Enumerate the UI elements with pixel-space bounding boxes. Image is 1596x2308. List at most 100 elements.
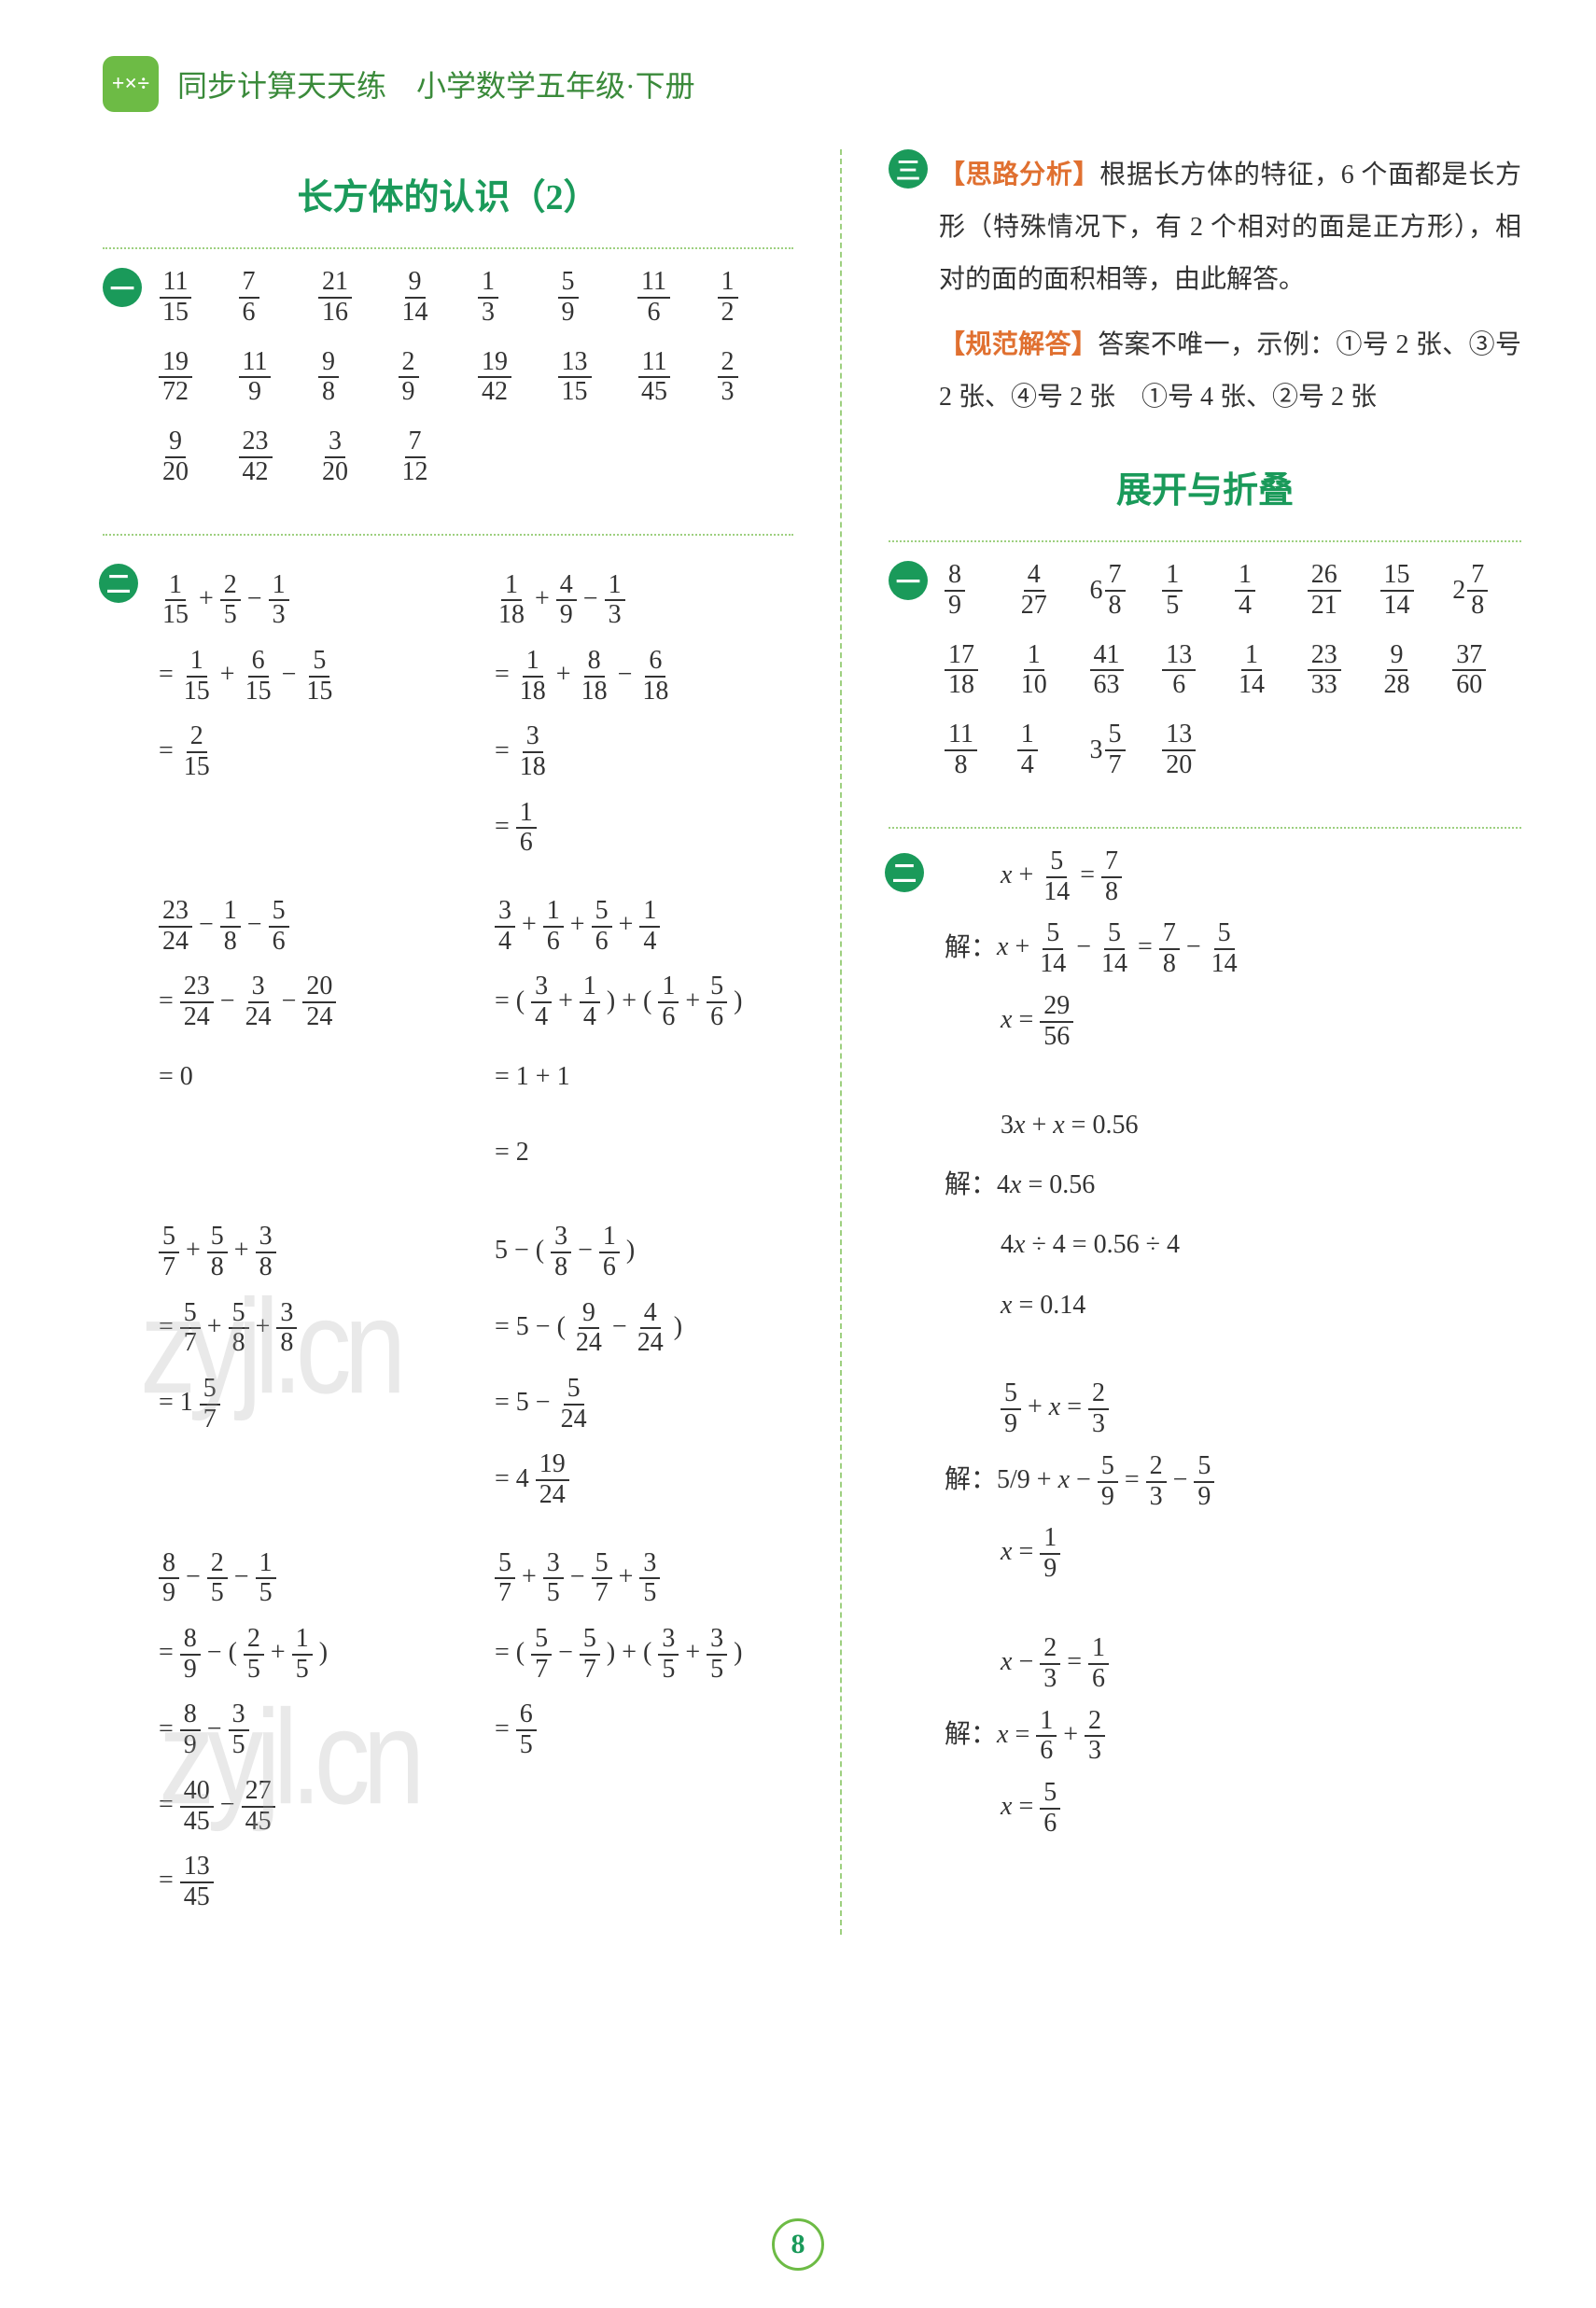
section-title-right: 展开与折叠: [889, 461, 1521, 512]
fraction-cell: 914: [399, 268, 475, 328]
math-block: 89 − 25 − 15 = 89 − ( 25 + 15 ) = 89 − 35 =…: [159, 1532, 457, 1925]
fraction-cell: 1942: [478, 348, 554, 408]
math-line: = 89 − ( 25 + 15 ): [159, 1621, 457, 1684]
math-line: = 4 1924: [495, 1448, 793, 1510]
equations-container: x + 514 = 78 解：x + 514 − 514 = 78 − 514 x …: [889, 847, 1521, 1876]
fraction-cell: 76: [239, 268, 315, 328]
fraction-cell: 2116: [318, 268, 395, 328]
math-line: = 1345: [159, 1849, 457, 1911]
math-line: = 57 + 58 + 38: [159, 1295, 457, 1358]
fraction-cell: 2342: [239, 427, 315, 487]
fraction-cell: 712: [399, 427, 475, 487]
math-line: = ( 34 + 14 ) + ( 16 + 56 ): [495, 970, 793, 1032]
fraction-cell: 1115: [159, 268, 235, 328]
header-title: 同步计算天天练 小学数学五年级·下册: [177, 63, 695, 105]
bullet-two-icon: 二: [885, 853, 924, 892]
equation-line: x = 0.14: [1001, 1282, 1521, 1329]
math-block: 34 + 16 + 56 + 14= ( 34 + 14 ) + ( 16 + …: [495, 880, 793, 1196]
fraction-cell: 98: [318, 348, 395, 408]
fraction-cell: 3760: [1452, 641, 1521, 701]
math-line: 57 + 35 − 57 + 35: [495, 1546, 793, 1608]
fraction-cell: 114: [1235, 641, 1304, 701]
fraction-list-2: 一 89427678151426211514278171811041631361…: [889, 561, 1521, 808]
problems-container: 115 + 25 − 13 = 115 + 615 − 515 = 215 118 +…: [103, 554, 793, 1925]
fraction-cell: 15: [1162, 561, 1231, 621]
problem-section: 二 115 + 25 − 13= 115 + 615 − 515= 215118…: [103, 554, 793, 1925]
fraction-cell: 59: [558, 268, 635, 328]
math-line: 2324 − 18 − 56: [159, 893, 457, 956]
bullet-one-icon: 一: [889, 561, 928, 600]
math-line: 115 + 25 − 13: [159, 567, 457, 630]
fraction-cell: 2333: [1308, 641, 1377, 701]
math-line: = 16: [495, 795, 793, 858]
fraction-cell: 136: [1162, 641, 1231, 701]
fraction-cell: 14: [1235, 561, 1304, 621]
math-line: 89 − 25 − 15: [159, 1546, 457, 1608]
math-line: = 2: [495, 1121, 793, 1183]
fraction-cell: 1972: [159, 348, 235, 408]
fraction-cell: 1145: [637, 348, 714, 408]
fraction-cell: 89: [945, 561, 1014, 621]
math-line: = 215: [159, 720, 457, 782]
problem-row: 89 − 25 − 15 = 89 − ( 25 + 15 ) = 89 − 35 =…: [159, 1532, 793, 1925]
math-line: = 2324 − 324 − 2024: [159, 970, 457, 1032]
divider-line: [889, 540, 1521, 542]
math-block: 57 + 58 + 38= 57 + 58 + 38= 1 57: [159, 1206, 457, 1523]
equation-line: x = 56: [1001, 1779, 1521, 1839]
math-line: = 5 − ( 924 − 424 ): [495, 1295, 793, 1358]
math-line: 118 + 49 − 13: [495, 567, 793, 630]
math-line: = ( 57 − 57 ) + ( 35 + 35 ): [495, 1621, 793, 1684]
math-block: 5 − ( 38 − 16 )= 5 − ( 924 − 424 )= 5 − …: [495, 1206, 793, 1523]
divider-line: [889, 827, 1521, 829]
equation-line: 3x + x = 0.56: [1001, 1102, 1521, 1149]
page-body: 长方体的认识（2） 一 1115762116914135911612197211…: [0, 112, 1596, 1935]
divider-line: [103, 534, 793, 536]
math-line: 5 − ( 38 − 16 ): [495, 1219, 793, 1281]
left-column: 长方体的认识（2） 一 1115762116914135911612197211…: [103, 149, 793, 1935]
equation-line: 解：x = 16 + 23: [1001, 1707, 1521, 1767]
math-line: 57 + 58 + 38: [159, 1219, 457, 1281]
fraction-cell: 1315: [558, 348, 635, 408]
fraction-cell: 116: [637, 268, 714, 328]
bullet-three-icon: 三: [889, 149, 928, 189]
math-line: = 118 + 818 − 618: [495, 643, 793, 706]
problem-row: 57 + 58 + 38= 57 + 58 + 38= 1 575 − ( 38…: [159, 1206, 793, 1523]
fraction-cell: 110: [1017, 641, 1086, 701]
math-line: = 115 + 615 − 515: [159, 643, 457, 706]
fraction-cell: 920: [159, 427, 235, 487]
fraction-cell: 1514: [1380, 561, 1449, 621]
section-title-left: 长方体的认识（2）: [103, 168, 793, 219]
analysis-label: 【思路分析】: [939, 161, 1099, 189]
equation-section: 二 x + 514 = 78解：x + 514 − 514 = 78 − 514…: [889, 847, 1521, 1876]
column-divider: [840, 149, 842, 1935]
fraction-cell: 118: [945, 720, 1014, 780]
fraction-cell: 928: [1380, 641, 1449, 701]
equation-line: 解：5/9 + x − 59 = 23 − 59: [1001, 1452, 1521, 1512]
fraction-cell: 12: [718, 268, 794, 328]
fraction-grid-right: 8942767815142621151427817181104163136114…: [939, 561, 1521, 780]
page-number: 8: [772, 2218, 824, 2271]
math-block: 57 + 35 − 57 + 35 = ( 57 − 57 ) + ( 35 + …: [495, 1532, 793, 1925]
math-block: 2324 − 18 − 56= 2324 − 324 − 2024= 0: [159, 880, 457, 1196]
fraction-cell: 678: [1090, 561, 1159, 621]
equation-line: 4x ÷ 4 = 0.56 ÷ 4: [1001, 1222, 1521, 1268]
equation-line: x + 514 = 78: [1001, 847, 1521, 907]
fraction-cell: 119: [239, 348, 315, 408]
math-line: = 89 − 35: [159, 1698, 457, 1760]
fraction-cell: 4163: [1090, 641, 1159, 701]
math-line: = 65: [495, 1698, 793, 1760]
bullet-one-icon: 一: [103, 268, 142, 307]
math-line: = 4045 − 2745: [159, 1773, 457, 1836]
problem-row: 115 + 25 − 13 = 115 + 615 − 515 = 215 118 +…: [159, 554, 793, 872]
equation-line: 解：x + 514 − 514 = 78 − 514: [1001, 919, 1521, 979]
math-block: 118 + 49 − 13= 118 + 818 − 618= 318= 16: [495, 554, 793, 872]
equation-line: 59 + x = 23: [1001, 1379, 1521, 1439]
solution-label: 【规范解答】: [939, 330, 1098, 359]
fraction-cell: 2621: [1308, 561, 1377, 621]
page-header: +×÷ 同步计算天天练 小学数学五年级·下册: [0, 0, 1596, 112]
fraction-cell: 23: [718, 348, 794, 408]
fraction-cell: 1718: [945, 641, 1014, 701]
fraction-cell: 278: [1452, 561, 1521, 621]
fraction-list-1: 一 11157621169141359116121972119982919421…: [103, 268, 793, 515]
equation-line: x = 19: [1001, 1524, 1521, 1584]
